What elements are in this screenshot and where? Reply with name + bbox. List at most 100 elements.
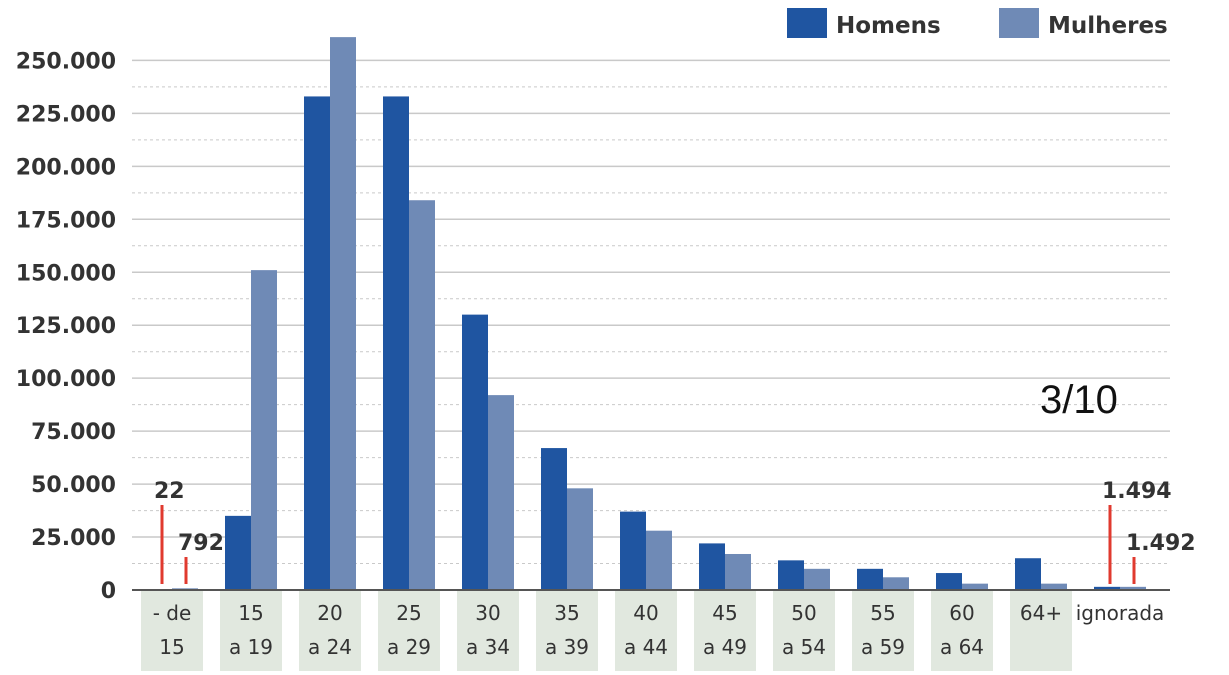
y-tick-label: 175.000 [16, 208, 116, 233]
legend-label: Mulheres [1048, 13, 1168, 39]
category-band [141, 591, 203, 671]
category-label-line: 64+ [1020, 601, 1062, 625]
category-label-line: a 59 [861, 635, 905, 659]
y-tick-label: 200.000 [16, 155, 116, 180]
bar-mulheres [1120, 586, 1146, 590]
category-band [615, 591, 677, 671]
y-tick-label: 125.000 [16, 314, 116, 339]
y-axis-tick-labels: 0 25.000 50.000 75.000 100.000 125.000 150.000… [16, 49, 116, 604]
legend-label: Homens [836, 13, 941, 39]
category-label: 60 a 64 [940, 601, 984, 659]
category-label-line: a 34 [466, 635, 510, 659]
bar-mulheres [488, 395, 514, 590]
category-label-line: 50 [791, 601, 816, 625]
bar-homens [857, 568, 883, 590]
category-label-line: a 19 [229, 635, 273, 659]
category-band [457, 591, 519, 671]
category-label-line: a 64 [940, 635, 984, 659]
category-band [220, 591, 282, 671]
bar-homens [778, 560, 804, 590]
category-label-line: a 49 [703, 635, 747, 659]
y-tick-label: 0 [101, 579, 116, 604]
bar-mulheres [567, 488, 593, 590]
bars [146, 37, 1146, 591]
bar-mulheres [1041, 583, 1067, 590]
category-label-line: a 29 [387, 635, 431, 659]
callout-label: 792 [178, 531, 224, 556]
bar-homens [1094, 586, 1120, 590]
y-tick-label: 50.000 [31, 473, 116, 498]
callouts: 22 792 1.494 1.492 [154, 479, 1196, 584]
bar-mulheres [409, 200, 435, 590]
bar-mulheres [251, 270, 277, 590]
category-label: 20 a 24 [308, 601, 352, 659]
category-label-line: - de [153, 601, 192, 625]
bar-homens [304, 96, 330, 590]
category-label-line: 15 [238, 601, 263, 625]
category-band [378, 591, 440, 671]
bar-homens [620, 511, 646, 590]
bar-mulheres [330, 37, 356, 590]
category-label: 30 a 34 [466, 601, 510, 659]
category-label: ignorada [1076, 601, 1165, 625]
y-tick-label: 150.000 [16, 261, 116, 286]
bar-homens [225, 515, 251, 590]
category-label: 55 a 59 [861, 601, 905, 659]
y-tick-label: 250.000 [16, 49, 116, 74]
category-label-line: 60 [949, 601, 974, 625]
callout-label: 1.492 [1126, 531, 1196, 556]
category-label: 35 a 39 [545, 601, 589, 659]
bar-mulheres [725, 553, 751, 590]
category-label: 40 a 44 [624, 601, 668, 659]
bar-homens [699, 543, 725, 590]
y-tick-label: 100.000 [16, 367, 116, 392]
category-band [931, 591, 993, 671]
category-bands [141, 591, 1072, 671]
category-label-line: 25 [396, 601, 421, 625]
y-tick-label: 75.000 [31, 420, 116, 445]
category-label-line: a 39 [545, 635, 589, 659]
category-label-line: 35 [554, 601, 579, 625]
category-label: 50 a 54 [782, 601, 826, 659]
category-band [694, 591, 756, 671]
callout-label: 1.494 [1102, 479, 1172, 504]
y-tick-label: 225.000 [16, 102, 116, 127]
category-labels: - de 15 15 a 19 20 a 24 25 a 29 30 a 34 35 a 39 40 a … [153, 601, 1165, 659]
category-label-line: a 54 [782, 635, 826, 659]
legend-swatch [999, 8, 1039, 38]
category-band [299, 591, 361, 671]
bar-homens [541, 448, 567, 590]
category-band [536, 591, 598, 671]
bar-homens [462, 314, 488, 590]
category-label-line: ignorada [1076, 601, 1165, 625]
category-label-line: a 24 [308, 635, 352, 659]
gridlines [132, 59, 1170, 565]
bar-homens [936, 573, 962, 590]
category-band [852, 591, 914, 671]
category-label-line: 15 [159, 635, 184, 659]
category-label: - de 15 [153, 601, 192, 659]
y-tick-label: 25.000 [31, 526, 116, 551]
category-label: 15 a 19 [229, 601, 273, 659]
category-band [773, 591, 835, 671]
legend: Homens Mulheres [787, 8, 1168, 39]
category-label: 64+ [1020, 601, 1062, 625]
callout-label: 22 [154, 479, 185, 504]
category-label-line: a 44 [624, 635, 668, 659]
bar-mulheres [646, 530, 672, 590]
bar-mulheres [804, 568, 830, 590]
category-label-line: 40 [633, 601, 658, 625]
category-label-line: 30 [475, 601, 500, 625]
bar-homens [383, 96, 409, 590]
category-label-line: 20 [317, 601, 342, 625]
bar-mulheres [962, 583, 988, 590]
bar-mulheres [883, 577, 909, 590]
category-label: 25 a 29 [387, 601, 431, 659]
bar-homens [1015, 558, 1041, 590]
category-label-line: 45 [712, 601, 737, 625]
legend-swatch [787, 8, 827, 38]
category-label-line: 55 [870, 601, 895, 625]
page-indicator: 3/10 [1040, 378, 1118, 422]
category-band [1010, 591, 1072, 671]
